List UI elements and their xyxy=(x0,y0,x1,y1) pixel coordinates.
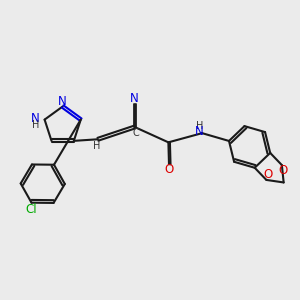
Text: N: N xyxy=(31,112,40,124)
Text: O: O xyxy=(263,168,272,181)
Text: Cl: Cl xyxy=(26,203,37,216)
Text: N: N xyxy=(130,92,139,105)
Text: C: C xyxy=(133,128,140,137)
Text: O: O xyxy=(164,164,174,176)
Text: N: N xyxy=(58,95,67,108)
Text: O: O xyxy=(279,164,288,177)
Text: H: H xyxy=(196,122,203,131)
Text: H: H xyxy=(93,141,100,151)
Text: H: H xyxy=(32,120,39,130)
Text: N: N xyxy=(195,125,204,138)
